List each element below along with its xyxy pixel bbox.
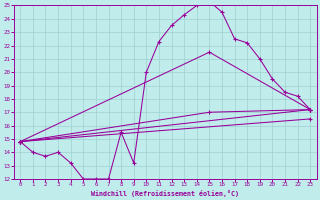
X-axis label: Windchill (Refroidissement éolien,°C): Windchill (Refroidissement éolien,°C) bbox=[91, 190, 239, 197]
